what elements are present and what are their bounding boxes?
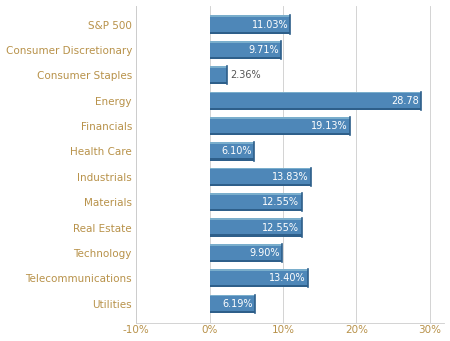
Bar (210, 133, 350, 135)
Bar (210, 244, 282, 262)
Bar (210, 66, 227, 68)
Bar (210, 66, 227, 85)
Text: 13.83%: 13.83% (272, 172, 309, 182)
Text: 9.90%: 9.90% (249, 248, 280, 258)
Bar (210, 295, 255, 296)
Text: 9.71%: 9.71% (248, 45, 279, 55)
Text: 13.40%: 13.40% (269, 273, 306, 283)
Bar (210, 117, 350, 135)
Bar (210, 285, 308, 287)
Bar (210, 260, 282, 262)
Bar (210, 235, 302, 237)
Bar (210, 158, 254, 161)
Bar (210, 82, 227, 85)
Text: 12.55%: 12.55% (262, 223, 299, 233)
Text: 2.36%: 2.36% (230, 70, 261, 80)
Bar (210, 142, 254, 161)
Bar (210, 91, 421, 93)
Bar (210, 108, 421, 110)
Text: 12.55%: 12.55% (262, 197, 299, 207)
Bar (210, 218, 302, 237)
Bar (210, 193, 302, 211)
Bar (210, 31, 291, 34)
Bar (210, 269, 308, 271)
Bar (210, 117, 350, 119)
Bar (210, 295, 255, 313)
Bar (210, 209, 302, 211)
Bar (210, 142, 254, 144)
Text: 6.10%: 6.10% (221, 146, 252, 157)
Bar (210, 91, 421, 110)
Bar (210, 41, 281, 43)
Bar (210, 15, 291, 34)
Bar (210, 168, 311, 186)
Bar (210, 184, 311, 186)
Bar (210, 269, 308, 287)
Text: 11.03%: 11.03% (252, 19, 288, 30)
Bar (210, 15, 291, 17)
Bar (210, 41, 281, 59)
Bar (210, 218, 302, 220)
Bar (210, 193, 302, 195)
Text: 28.78: 28.78 (391, 96, 419, 106)
Bar (210, 244, 282, 246)
Bar (210, 311, 255, 313)
Text: 6.19%: 6.19% (222, 299, 253, 309)
Text: 19.13%: 19.13% (311, 121, 348, 131)
Bar (210, 168, 311, 169)
Bar (210, 57, 281, 59)
